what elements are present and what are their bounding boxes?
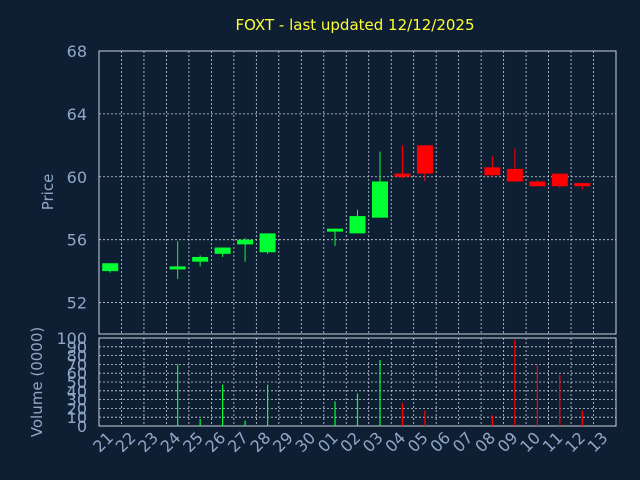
volume-tick-label: 100 bbox=[56, 329, 87, 348]
candle-body bbox=[237, 239, 254, 245]
candle-body bbox=[574, 183, 591, 187]
volume-bar-series bbox=[177, 339, 583, 426]
volume-tick-label: 50 bbox=[67, 373, 87, 392]
volume-tick-label: 80 bbox=[67, 347, 87, 366]
candle-body bbox=[169, 266, 186, 270]
x-axis-label: Day bbox=[333, 460, 361, 476]
volume-tick-label: 10 bbox=[67, 408, 87, 427]
price-y-axis-label: Price bbox=[39, 174, 57, 211]
volume-y-axis-label: Volume (0000) bbox=[28, 327, 46, 437]
candle-body bbox=[506, 168, 523, 182]
candle-body bbox=[529, 181, 546, 187]
volume-tick-label: 20 bbox=[67, 399, 87, 418]
price-frame bbox=[98, 50, 617, 335]
chart-title: FOXT - last updated 12/12/2025 bbox=[235, 16, 474, 34]
price-grid bbox=[99, 50, 616, 334]
price-tick-label: 60 bbox=[67, 168, 87, 187]
price-tick-label: 68 bbox=[67, 42, 87, 61]
candle-body bbox=[102, 263, 119, 272]
volume-tick-label: 30 bbox=[67, 391, 87, 410]
candle-body bbox=[327, 228, 344, 232]
candle-body bbox=[371, 181, 388, 218]
candle-body bbox=[394, 173, 411, 177]
volume-tick-label: 60 bbox=[67, 364, 87, 383]
price-tick-label: 52 bbox=[67, 294, 87, 313]
day-tick-label: 13 bbox=[584, 428, 612, 456]
price-tick-label: 56 bbox=[67, 231, 87, 250]
volume-tick-label: 0 bbox=[77, 417, 87, 436]
day-x-ticks: 2122232425262728293001020304050607080910… bbox=[89, 428, 611, 456]
candle-body bbox=[416, 145, 433, 174]
price-y-ticks: 68 64 60 56 52 bbox=[67, 42, 87, 313]
candle-body bbox=[259, 233, 276, 253]
candle-body bbox=[349, 216, 366, 234]
candlestick-series bbox=[102, 145, 591, 279]
candle-body bbox=[192, 256, 209, 262]
price-tick-label: 64 bbox=[67, 105, 87, 124]
volume-grid bbox=[99, 337, 616, 427]
candle-body bbox=[214, 247, 231, 254]
volume-tick-label: 40 bbox=[67, 382, 87, 401]
candle-body bbox=[484, 167, 501, 176]
volume-tick-label: 90 bbox=[67, 338, 87, 357]
volume-tick-label: 70 bbox=[67, 355, 87, 374]
candle-body bbox=[551, 173, 568, 187]
price-panel: 68 64 60 56 52 Price bbox=[39, 42, 617, 335]
